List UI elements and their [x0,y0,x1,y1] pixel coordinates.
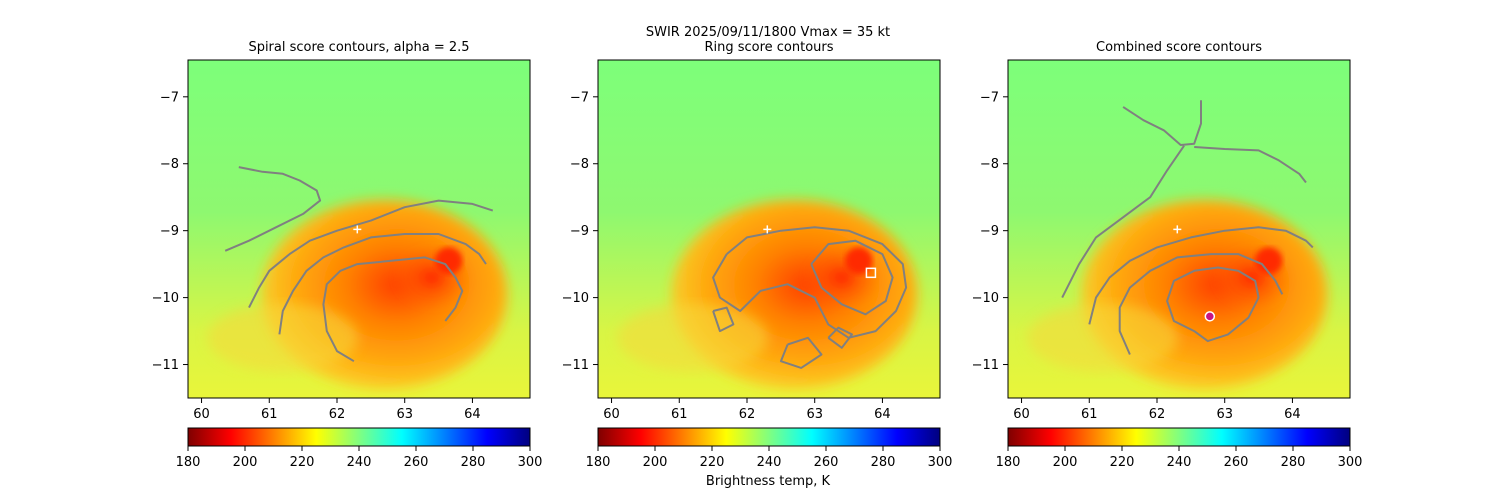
contour-line [1061,145,1185,299]
colorbar-1: 180 200 220 240 260 280 300 [176,427,543,470]
y-tick-label: −7 [980,90,999,105]
colorbar-tick-label: 280 [461,455,486,470]
panel-title: Ring score contours [704,40,833,55]
combined-center-marker [1204,311,1216,322]
x-tick-label: 62 [329,407,346,422]
contour-line [827,326,853,349]
y-tick-label: −11 [152,358,179,373]
y-tick-label: −9 [980,224,999,239]
colorbar-label: Brightness temp, K [706,474,831,489]
colorbar-tick-label: 280 [871,455,896,470]
colorbar-tick-label: 260 [404,455,429,470]
x-tick-label: 63 [396,407,413,422]
colorbar-tick-label: 240 [1167,455,1192,470]
colorbar-tick-label: 280 [1281,455,1306,470]
axes-frame [187,59,531,399]
x-tick-label: 64 [874,407,891,422]
panel-title: Combined score contours [1096,40,1262,55]
axes-frame [597,59,941,399]
colorbar-2: 180 200 220 240 260 280 300 [586,427,953,470]
colorbar-tick-label: 300 [1338,455,1363,470]
contour-line [779,336,823,369]
contour-line [1166,266,1260,343]
colorbar-tick-label: 260 [1224,455,1249,470]
contour-line [712,226,908,339]
y-tick-label: −11 [562,358,589,373]
contour-line [1088,226,1314,325]
colorbar-tick-label: 200 [1053,455,1078,470]
x-tick-label: 60 [603,407,620,422]
colorbar-tick-label: 200 [643,455,668,470]
y-tick-label: −10 [972,291,999,306]
y-tick-label: −9 [160,224,179,239]
colorbar-tick-label: 180 [996,455,1021,470]
colorbar-tick-label: 240 [347,455,372,470]
contour-line [1194,146,1307,184]
colorbar-tick-label: 220 [1110,455,1135,470]
x-tick-label: 63 [1216,407,1233,422]
y-tick-label: −8 [570,157,589,172]
panel-1: 60 61 62 63 64 −7 −8 −9 −10 −11 Spiral score conto… [152,40,531,422]
panel-2: 60 61 62 63 64 −7 −8 −9 −10 −11 Ring score contour… [562,40,941,422]
x-tick-label: 62 [739,407,756,422]
colorbar-tick-label: 180 [176,455,201,470]
x-tick-label: 62 [1149,407,1166,422]
y-tick-label: −8 [980,157,999,172]
y-tick-label: −8 [160,157,179,172]
x-tick-label: 60 [193,407,210,422]
x-tick-label: 64 [464,407,481,422]
contour-line [278,233,487,335]
colorbar-tick-label: 180 [586,455,611,470]
y-tick-label: −7 [570,90,589,105]
center-plus-marker [353,225,362,234]
contour-line [1122,100,1202,146]
contour-line [810,239,894,316]
y-tick-label: −11 [972,358,999,373]
contour-line [248,199,494,309]
contour-line [1118,253,1284,355]
x-tick-label: 61 [671,407,688,422]
colorbar-tick-label: 200 [233,455,258,470]
colorbar-tick-label: 220 [290,455,315,470]
colorbar-tick-label: 300 [928,455,953,470]
colorbar-tick-label: 220 [700,455,725,470]
brightness-image [188,60,530,398]
x-tick-label: 61 [1081,407,1098,422]
x-tick-label: 60 [1013,407,1030,422]
x-tick-label: 63 [806,407,823,422]
ring-center-square-marker [865,267,877,279]
y-tick-label: −10 [152,291,179,306]
axes-frame [1007,59,1351,399]
panel-3: 60 61 62 63 64 −7 −8 −9 −10 −11 Combined score con… [972,40,1351,422]
contour-line [712,306,735,333]
x-tick-label: 64 [1284,407,1301,422]
x-tick-label: 61 [261,407,278,422]
y-tick-label: −10 [562,291,589,306]
panel-title: Spiral score contours, alpha = 2.5 [248,40,469,55]
colorbar-3: 180 200 220 240 260 280 300 [996,427,1363,470]
suptitle: SWIR 2025/09/11/1800 Vmax = 35 kt [646,25,890,40]
y-tick-label: −7 [160,90,179,105]
colorbar-tick-label: 300 [518,455,543,470]
y-tick-label: −9 [570,224,589,239]
contour-line [224,166,322,252]
colorbar-tick-label: 260 [814,455,839,470]
brightness-image [1008,60,1350,398]
contour-line [322,256,464,363]
center-plus-marker [763,225,772,234]
colorbar-tick-label: 240 [757,455,782,470]
center-plus-marker [1173,225,1182,234]
